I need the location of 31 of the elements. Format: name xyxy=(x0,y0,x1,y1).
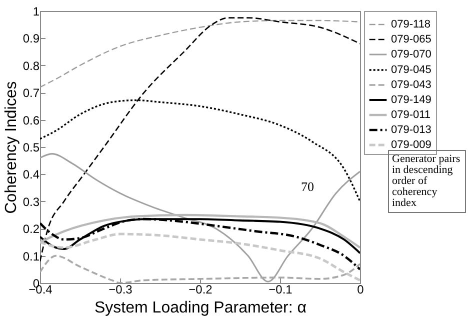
y-axis-title: Coherency Indices xyxy=(2,81,20,214)
line-series xyxy=(40,214,360,249)
y-tick-label: 0.8 xyxy=(22,58,40,73)
legend-label: 079-043 xyxy=(391,79,432,91)
x-tick-label: −0.1 xyxy=(268,282,293,296)
legend-label: 079-013 xyxy=(391,124,432,136)
legend-label: 079-070 xyxy=(391,48,432,60)
legend-label: 079-011 xyxy=(391,109,431,121)
y-tick-label: 0.7 xyxy=(22,86,40,100)
legend-label: 079-009 xyxy=(391,139,432,151)
y-tick-label: 0.1 xyxy=(22,249,40,264)
y-tick-label: 0.2 xyxy=(22,222,40,236)
x-tick-label: −0.2 xyxy=(188,282,213,296)
x-tick-label: −0.3 xyxy=(108,282,133,296)
y-tick-label: 0.3 xyxy=(22,194,40,209)
legend-label: 079-149 xyxy=(391,94,432,106)
legend-label: 079-065 xyxy=(391,34,432,46)
line-series xyxy=(40,153,360,282)
legend-label: 079-118 xyxy=(391,18,431,30)
y-tick-label: 0.5 xyxy=(22,140,40,154)
y-tick-label: 0.4 xyxy=(22,168,40,182)
x-axis-title: System Loading Parameter: α xyxy=(94,300,307,316)
annotation: 70 xyxy=(301,179,314,194)
legend-label: 079-045 xyxy=(391,64,432,76)
line-series xyxy=(40,20,360,88)
y-tick-label: 0.9 xyxy=(22,32,40,46)
x-tick-label: 0 xyxy=(357,282,364,296)
text: Generator pairs in descending order of coherency index xyxy=(388,150,466,213)
y-tick-label: 0.6 xyxy=(22,113,40,128)
line-series xyxy=(40,232,360,282)
y-tick-label: 1 xyxy=(32,4,40,18)
